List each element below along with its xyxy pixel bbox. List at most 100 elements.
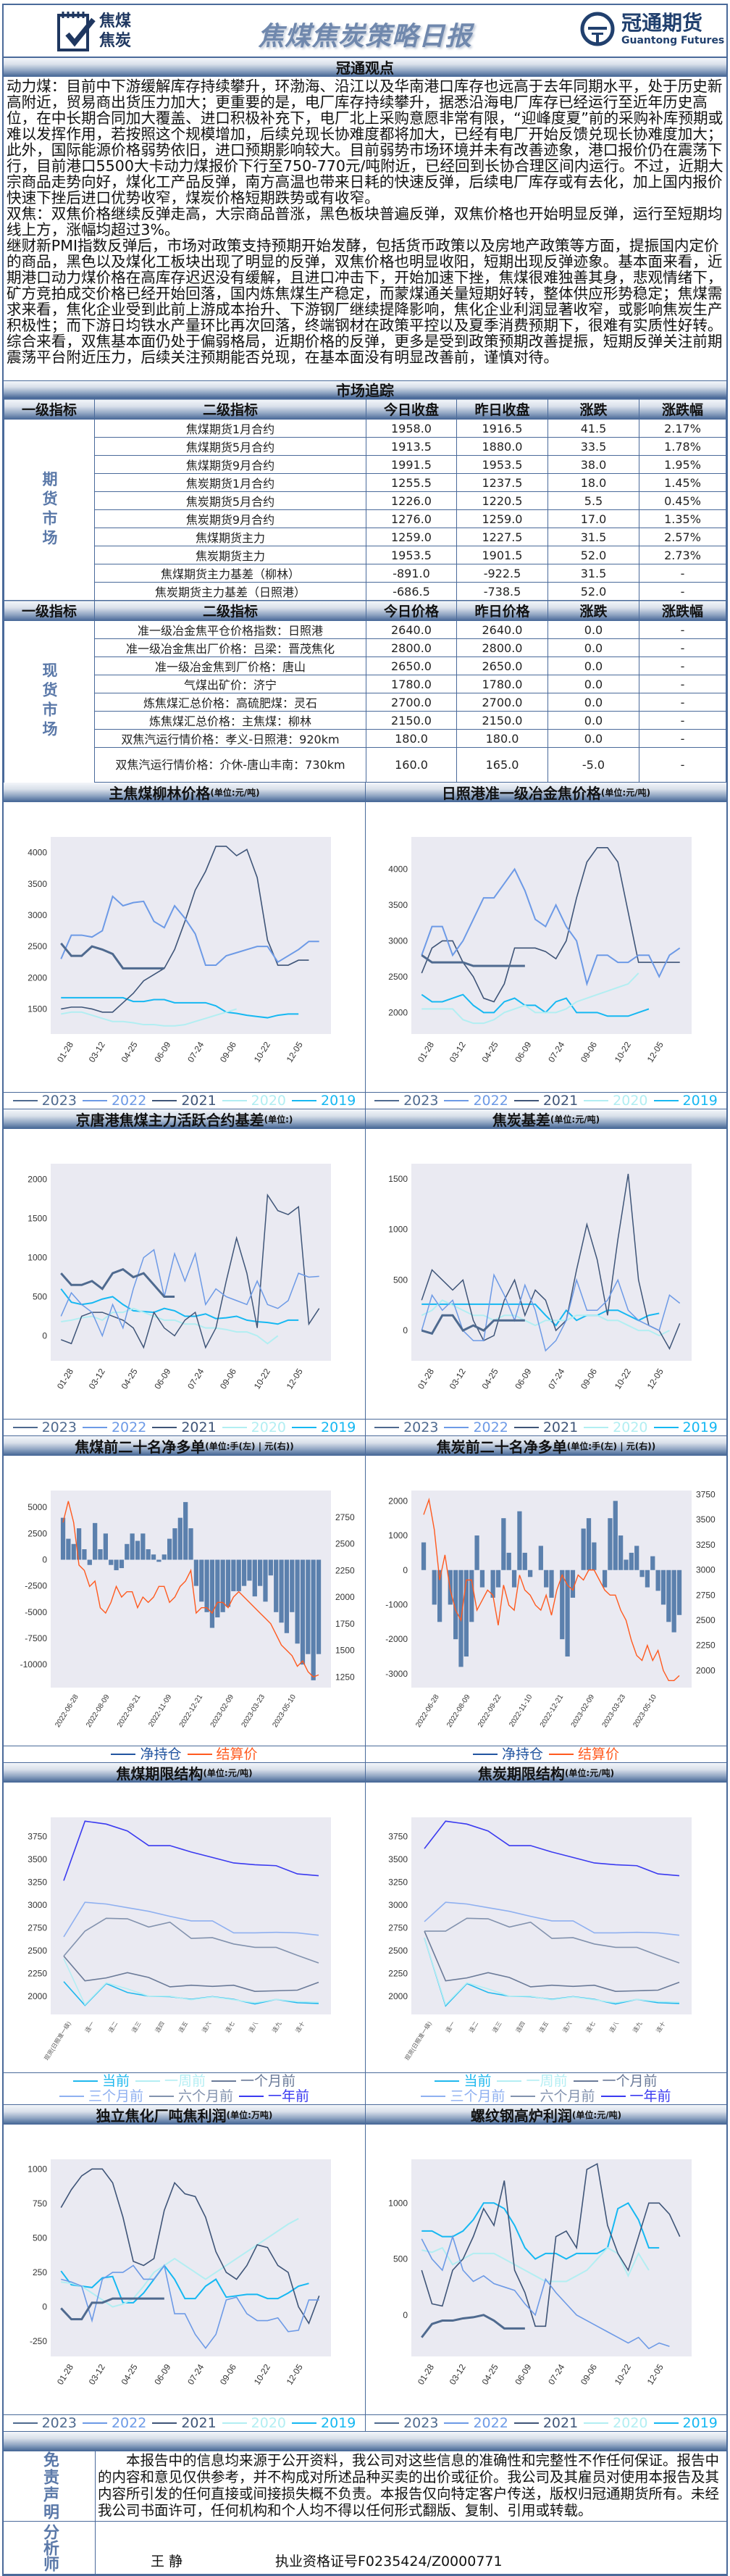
change-value: 52.0: [548, 582, 639, 601]
legend-item[interactable]: 2021: [152, 1420, 217, 1435]
legend-item[interactable]: 2019: [292, 2416, 356, 2430]
legend-item[interactable]: 2020: [584, 1093, 648, 1108]
x-tick-label: 07-24: [546, 1367, 566, 1391]
legend-label: 2023: [403, 1420, 439, 1435]
legend-item[interactable]: 一周前: [135, 2074, 206, 2088]
legend-item[interactable]: 六个月前: [511, 2089, 595, 2104]
legend-item[interactable]: 2019: [292, 1420, 356, 1435]
legend-item[interactable]: 2019: [653, 2415, 718, 2431]
market-table: 一级指标 二级指标 今日收盘 昨日收盘 涨跌 涨跌幅 期货市场 焦煤期货1月合约 1958.0 1…: [4, 399, 726, 783]
commentary-analysis: 继财新PMI指数反弹后，市场对政策支持预期开始发酵，包括货币政策以及房地产政策等…: [7, 237, 723, 366]
legend-item[interactable]: 2020: [222, 2416, 286, 2430]
legend-item[interactable]: 2022: [82, 2416, 146, 2430]
legend-item[interactable]: 2019: [653, 1420, 718, 1435]
x-tick-label: 现货(日照准一级): [403, 2019, 433, 2062]
x-tick-label: 2022-09-22: [477, 1693, 503, 1729]
legend-item[interactable]: 2020: [584, 2416, 648, 2430]
legend-item[interactable]: 一个月前: [573, 2074, 658, 2088]
legend-item[interactable]: 2021: [513, 2416, 578, 2430]
legend-item[interactable]: 一年前: [239, 2089, 309, 2104]
column-header: 昨日价格: [456, 600, 548, 621]
legend-item[interactable]: 2020: [584, 1420, 648, 1435]
bar: [167, 1538, 172, 1560]
column-header: 涨跌: [548, 600, 639, 621]
y-tick-label: 1000: [388, 1530, 408, 1541]
legend-item[interactable]: 一个月前: [211, 2074, 295, 2088]
legend-item[interactable]: 2020: [222, 1093, 286, 1108]
y-tick-label: 1500: [28, 1214, 47, 1224]
settle-price-line: [423, 1497, 680, 1681]
chart-container: 1500 2000 2500 3000 3500 4000 01-28 03-12 04-25 0…: [4, 802, 365, 1092]
legend-item[interactable]: 2020: [222, 1420, 286, 1435]
x-tick-label: 连二: [106, 2020, 119, 2034]
legend-swatch: [374, 2422, 400, 2424]
legend-item[interactable]: 2022: [444, 1420, 508, 1435]
bar: [236, 1559, 241, 1591]
legend-item[interactable]: 结算价: [549, 1747, 619, 1762]
legend-label: 2022: [111, 1093, 147, 1109]
legend-swatch: [549, 1754, 574, 1755]
legend-item[interactable]: 净持仓: [111, 1747, 182, 1762]
change-value: 17.0: [548, 509, 639, 528]
legend-label: 2019: [682, 2415, 718, 2431]
legend-item[interactable]: 2019: [292, 1093, 356, 1108]
bar: [565, 1570, 570, 1657]
legend-item[interactable]: 2023: [374, 1420, 438, 1435]
x-tick-label: 10-22: [252, 1367, 272, 1391]
legend-item[interactable]: 2022: [82, 1420, 146, 1435]
legend-item[interactable]: 2022: [82, 1093, 147, 1109]
column-header: 今日价格: [366, 600, 457, 621]
legend-item[interactable]: 三个月前: [421, 2089, 505, 2104]
term-line: [424, 1930, 680, 1992]
change-value: 52.0: [548, 546, 639, 564]
legend-item[interactable]: 2023: [12, 1093, 77, 1108]
y-tick-label: 0: [403, 1325, 408, 1335]
change-value: 41.5: [548, 419, 639, 438]
legend-item[interactable]: 当前: [72, 2074, 130, 2088]
legend-item[interactable]: 2023: [374, 2416, 438, 2430]
chart-legend: 净持仓 结算价: [365, 1746, 726, 1762]
y-tick-label: 5000: [28, 1502, 47, 1512]
bar: [629, 1552, 634, 1570]
legend-item[interactable]: 六个月前: [148, 2089, 233, 2104]
change-pct: -: [639, 711, 726, 730]
legend-item[interactable]: 2021: [513, 1420, 578, 1435]
bar: [130, 1533, 135, 1560]
y2-tick-label: 1500: [335, 1646, 355, 1656]
legend-item[interactable]: 2022: [444, 2416, 508, 2430]
legend-label: 2022: [473, 1420, 508, 1435]
legend-label: 2023: [41, 1420, 77, 1435]
legend-item[interactable]: 2023: [12, 1420, 77, 1435]
bar: [268, 1559, 273, 1576]
y-tick-label: 3250: [388, 1877, 408, 1887]
y-tick-label: 3500: [28, 1854, 47, 1864]
legend-row: 2023 2022 2021 2020 2019 2023 2022 2021 2020 2019: [4, 2415, 726, 2432]
legend-item[interactable]: 2022: [444, 1093, 508, 1108]
legend-item[interactable]: 三个月前: [59, 2089, 143, 2104]
chart-legend: 当前 一周前 一个月前三个月前 六个月前 一年前: [4, 2073, 365, 2104]
legend-item[interactable]: 结算价: [187, 1747, 258, 1762]
legend-item[interactable]: 2023: [374, 1093, 438, 1108]
legend-item[interactable]: 一周前: [497, 2074, 568, 2088]
legend-item[interactable]: 一年前: [600, 2089, 671, 2104]
legend-item[interactable]: 净持仓: [472, 1747, 543, 1762]
y-tick-label: -2000: [385, 1634, 408, 1644]
x-tick-label: 连四: [154, 2020, 166, 2034]
legend-item[interactable]: 2021: [152, 2416, 217, 2430]
column-header: 二级指标: [94, 600, 366, 621]
yesterday-value: -922.5: [456, 564, 548, 583]
chart-container: 0 500 1000 1500 01-28 03-12 04-25 06-09 07-24 09-…: [365, 1129, 726, 1419]
legend-item[interactable]: 2023: [12, 2416, 77, 2430]
legend-item[interactable]: 2021: [513, 1093, 578, 1108]
legend-swatch: [148, 2096, 174, 2098]
bar: [71, 1543, 76, 1560]
x-tick-label: 10-22: [613, 1040, 633, 1064]
legend-item[interactable]: 当前: [435, 2074, 491, 2088]
legend-item[interactable]: 2021: [152, 1093, 217, 1108]
chart-unit: (单位:元/吨): [210, 787, 260, 798]
indicator-name: 焦煤期货主力基差（柳林）: [94, 564, 366, 583]
chart-legend: 净持仓 结算价: [4, 1746, 365, 1762]
yesterday-value: 1953.5: [456, 455, 548, 474]
bar: [306, 1559, 311, 1654]
legend-item[interactable]: 2019: [653, 1093, 718, 1108]
